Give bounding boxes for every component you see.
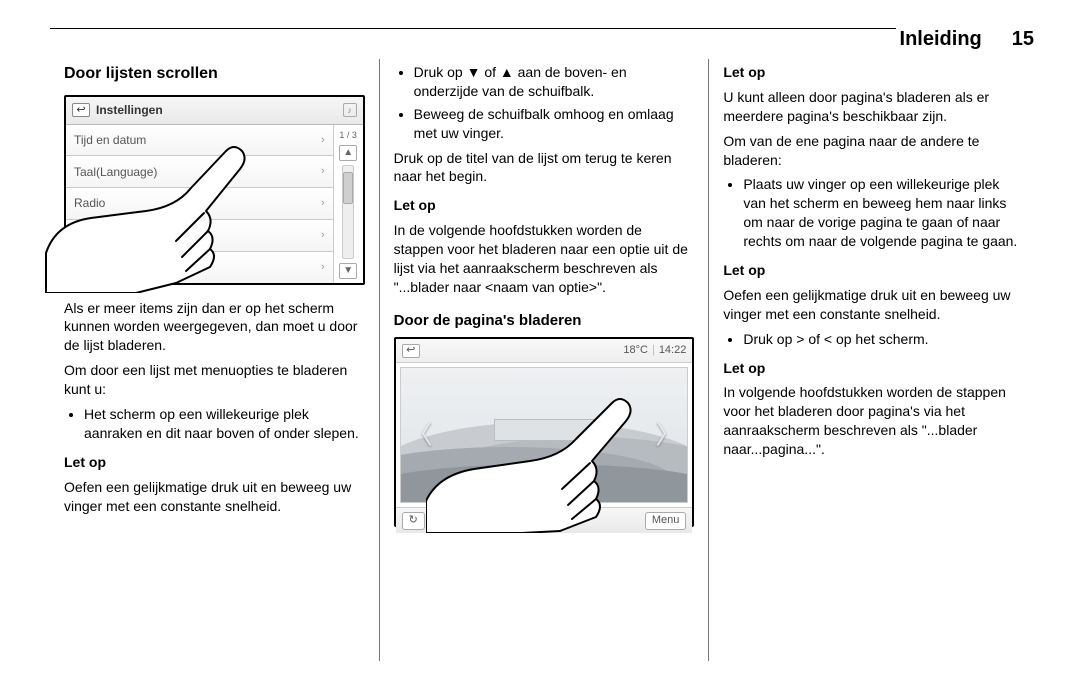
- menu-button: Menu: [645, 512, 687, 530]
- paragraph: Druk op de titel van de lijst om terug t…: [394, 149, 695, 187]
- bullet-list: Plaats uw vinger op een willekeurige ple…: [723, 175, 1024, 251]
- column-2: Druk op ▼ of ▲ aan de boven- en onderzij…: [379, 59, 709, 661]
- bullet-item: Druk op ▼ of ▲ aan de boven- en onderzij…: [414, 63, 695, 101]
- list-item: Tijd en datum›: [66, 125, 333, 156]
- scroll-down-icon: ▼: [339, 263, 357, 279]
- paragraph: Om door een lijst met menuopties te blad…: [64, 361, 365, 399]
- note-body: Oefen een gelijkmatige druk uit en bewee…: [64, 478, 365, 516]
- chevron-right-icon: ›: [321, 196, 325, 211]
- scroll-thumb: [343, 172, 353, 204]
- page-counter: 1 / 3: [339, 129, 357, 141]
- fig1-title: Instellingen: [96, 102, 163, 118]
- play-icon: ►: [538, 512, 563, 530]
- back-icon: ↩: [402, 344, 420, 358]
- chapter-title: Inleiding: [900, 26, 982, 53]
- rotate-icon: ↻: [402, 512, 425, 530]
- note-title: Let op: [723, 63, 1024, 82]
- scroll-track: [342, 165, 354, 259]
- figure-settings-list: ↩ Instellingen ♪ Tijd en datum› Taal(Lan…: [64, 95, 365, 285]
- bullet-item: Druk op > of < op het scherm.: [743, 330, 1024, 349]
- chevron-right-icon: ›: [321, 228, 325, 243]
- overlay-box: [494, 419, 594, 441]
- back-icon: ↩: [72, 103, 90, 117]
- fig1-scrollbar: 1 / 3 ▲ ▼: [333, 125, 363, 283]
- heading-scroll-lists: Door lijsten scrollen: [64, 63, 365, 85]
- figure-page-flip: ↩ 18°C | 14:22 〈 〉: [394, 337, 695, 527]
- fig2-bottombar: ↻ ◄ ► Menu: [396, 507, 693, 533]
- note-title: Let op: [723, 359, 1024, 378]
- fig1-list: Tijd en datum› Taal(Language)› Radio› fo…: [66, 125, 333, 283]
- bullet-item: Plaats uw vinger op een willekeurige ple…: [743, 175, 1024, 251]
- columns: Door lijsten scrollen ↩ Instellingen ♪ T…: [50, 59, 1038, 661]
- music-note-icon: ♪: [343, 103, 357, 117]
- bullet-list: Druk op > of < op het scherm.: [723, 330, 1024, 349]
- page-frame: Inleiding 15 Door lijsten scrollen ↩ Ins…: [50, 28, 1038, 661]
- prev-page-icon: 〈: [407, 418, 433, 453]
- bullet-item: Beweeg de schuifbalk omhoog en omlaag me…: [414, 105, 695, 143]
- note-title: Let op: [64, 453, 365, 472]
- paragraph: Om van de ene pagina naar de andere te b…: [723, 132, 1024, 170]
- column-1: Door lijsten scrollen ↩ Instellingen ♪ T…: [50, 59, 379, 661]
- chevron-right-icon: ›: [321, 260, 325, 275]
- heading-page-flip: Door de pagina's bladeren: [394, 311, 695, 331]
- fig2-image-area: 〈 〉 Bl is.jpg: [400, 367, 689, 503]
- note-body: In volgende hoofdstukken worden de stapp…: [723, 383, 1024, 459]
- bullet-item: Het scherm op een willekeurige plek aanr…: [84, 405, 365, 443]
- list-item: fo›: [66, 219, 333, 251]
- list-item: Radio›: [66, 187, 333, 219]
- chevron-right-icon: ›: [321, 133, 325, 148]
- note-body: Oefen een gelijkmatige druk uit en bewee…: [723, 286, 1024, 324]
- bullet-list: Het scherm op een willekeurige plek aanr…: [64, 405, 365, 443]
- image-caption: Bl is.jpg: [509, 485, 578, 499]
- page-number: 15: [1012, 26, 1034, 53]
- page-header: Inleiding 15: [896, 26, 1038, 53]
- prev-icon: ◄: [507, 512, 532, 530]
- note-body: U kunt alleen door pagina's bladeren als…: [723, 88, 1024, 126]
- scroll-up-icon: ▲: [339, 145, 357, 161]
- note-body: In de volgende hoofdstukken worden de st…: [394, 221, 695, 297]
- fig2-topbar: ↩ 18°C | 14:22: [396, 339, 693, 363]
- bullet-list: Druk op ▼ of ▲ aan de boven- en onderzij…: [394, 63, 695, 143]
- manual-page: Inleiding 15 Door lijsten scrollen ↩ Ins…: [0, 0, 1078, 681]
- list-item: Taal(Language)›: [66, 155, 333, 187]
- note-title: Let op: [394, 196, 695, 215]
- list-item: ›: [66, 251, 333, 283]
- column-3: Let op U kunt alleen door pagina's blade…: [708, 59, 1038, 661]
- next-page-icon: 〉: [655, 418, 681, 453]
- chevron-right-icon: ›: [321, 164, 325, 179]
- paragraph: Als er meer items zijn dan er op het sch…: [64, 299, 365, 356]
- clock-readout: 14:22: [659, 343, 687, 358]
- fig1-topbar: ↩ Instellingen ♪: [66, 97, 363, 125]
- temperature-readout: 18°C: [623, 343, 648, 358]
- note-title: Let op: [723, 261, 1024, 280]
